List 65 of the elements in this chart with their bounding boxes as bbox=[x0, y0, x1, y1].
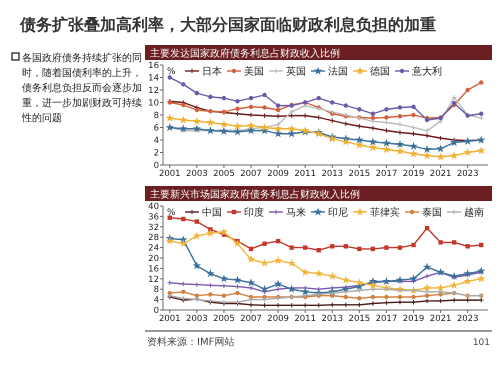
x-tick-label: 2021 bbox=[430, 314, 452, 324]
x-tick-label: 2013 bbox=[321, 169, 344, 179]
y-tick-label: 28 bbox=[148, 233, 159, 244]
x-tick-label: 2015 bbox=[348, 314, 370, 324]
y-tick-label: 12 bbox=[148, 274, 159, 285]
legend-label: 印尼 bbox=[328, 206, 348, 218]
y-axis-title: % bbox=[167, 67, 176, 77]
x-tick-label: 2003 bbox=[186, 169, 208, 179]
x-tick-label: 2007 bbox=[240, 314, 262, 324]
y-tick-label: 32 bbox=[148, 222, 159, 233]
y-tick-label: 8 bbox=[154, 285, 159, 296]
y-tick-label: 4 bbox=[154, 296, 159, 306]
legend-label: 美国 bbox=[244, 66, 264, 78]
legend-label: 马来 bbox=[286, 206, 306, 218]
x-tick-label: 2019 bbox=[402, 314, 424, 324]
text: 各国政府债务持续扩张的同时，随着国债利率的上升，债务利息负担反而会逐步加重，进一步加剧财政可持续性的问题 bbox=[21, 52, 142, 124]
y-tick-label: 2 bbox=[154, 148, 159, 158]
legend-label: 菲律宾 bbox=[370, 206, 400, 218]
legend-label: 法国 bbox=[328, 66, 348, 78]
x-tick-label: 2009 bbox=[267, 169, 289, 179]
x-tick-label: 2015 bbox=[348, 169, 370, 179]
x-tick-label: 2017 bbox=[376, 314, 398, 324]
y-tick-label: 36 bbox=[148, 212, 159, 222]
x-tick-label: 2001 bbox=[158, 169, 181, 179]
y-tick-label: 14 bbox=[148, 74, 159, 84]
x-tick-label: 2023 bbox=[456, 169, 479, 179]
chart-title: 主要新兴市场国家政府债务利息占财政收入比例 bbox=[150, 188, 360, 200]
x-tick-label: 2011 bbox=[294, 314, 316, 324]
y-tick-label: 20 bbox=[148, 254, 159, 264]
legend-label: 越南 bbox=[464, 206, 484, 218]
legend-label: 意大利 bbox=[411, 66, 442, 78]
x-tick-label: 2005 bbox=[213, 314, 235, 324]
x-tick-label: 2001 bbox=[158, 314, 181, 324]
y-tick-label: 40 bbox=[148, 202, 159, 212]
x-tick-label: 2009 bbox=[267, 314, 289, 324]
legend-label: 印度 bbox=[244, 206, 264, 218]
y-axis-title: % bbox=[167, 208, 176, 218]
y-tick-label: 12 bbox=[148, 86, 159, 96]
legend-label: 中国 bbox=[202, 206, 222, 218]
x-tick-label: 2007 bbox=[240, 169, 262, 179]
x-tick-label: 2011 bbox=[294, 169, 316, 179]
text: 资料来源：IMF网站 bbox=[147, 336, 234, 348]
y-tick-label: 0 bbox=[154, 161, 159, 171]
x-tick-label: 2003 bbox=[186, 314, 208, 324]
legend-label: 德国 bbox=[370, 66, 390, 78]
chart-title: 主要发达国家政府债务利息占财政收入比例 bbox=[150, 48, 340, 60]
x-tick-label: 2021 bbox=[430, 169, 452, 179]
y-tick-label: 0 bbox=[154, 306, 159, 316]
x-tick-label: 2013 bbox=[321, 314, 344, 324]
x-tick-label: 2023 bbox=[456, 314, 479, 324]
y-tick-label: 4 bbox=[154, 136, 159, 146]
y-tick-label: 6 bbox=[154, 124, 159, 134]
legend-label: 日本 bbox=[202, 66, 222, 78]
y-tick-label: 10 bbox=[148, 98, 159, 108]
text: 债务扩张叠加高利率，大部分国家面临财政利息负担的加重 bbox=[19, 15, 436, 34]
y-tick-label: 16 bbox=[148, 264, 159, 274]
x-tick-label: 2017 bbox=[376, 169, 398, 179]
y-tick-label: 8 bbox=[154, 111, 159, 121]
y-tick-label: 16 bbox=[148, 61, 159, 71]
legend-label: 泰国 bbox=[422, 208, 442, 218]
text: 101 bbox=[472, 338, 490, 348]
x-tick-label: 2005 bbox=[213, 169, 235, 179]
y-tick-label: 24 bbox=[148, 244, 159, 254]
x-tick-label: 2019 bbox=[402, 169, 424, 179]
legend-label: 英国 bbox=[286, 66, 306, 78]
